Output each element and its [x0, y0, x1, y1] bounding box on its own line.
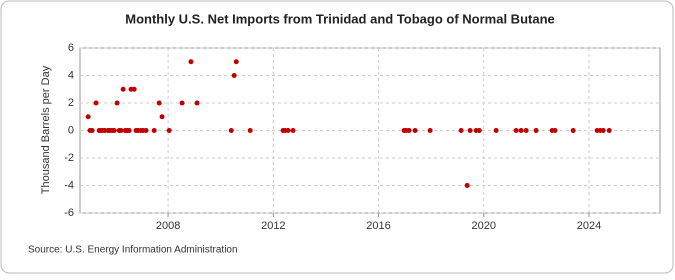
- x-tick-label: 2020: [472, 220, 496, 232]
- data-point: [606, 128, 612, 133]
- data-point: [570, 128, 576, 133]
- data-point: [85, 114, 91, 120]
- data-point: [513, 128, 519, 133]
- data-point: [467, 128, 473, 133]
- data-point: [552, 128, 558, 133]
- data-point: [406, 128, 412, 133]
- data-point: [118, 128, 124, 133]
- data-point: [166, 128, 172, 133]
- y-tick-label: 0: [68, 124, 74, 136]
- data-point: [89, 128, 95, 133]
- source-note: Source: U.S. Energy Information Administ…: [28, 245, 238, 256]
- chart-title: Monthly U.S. Net Imports from Trinidad a…: [125, 11, 555, 26]
- data-point: [126, 128, 132, 133]
- x-tick-label: 2016: [366, 220, 390, 232]
- data-point: [228, 128, 234, 133]
- data-point: [131, 86, 137, 92]
- data-point: [156, 100, 162, 106]
- y-tick-label: 6: [68, 42, 74, 54]
- data-point: [427, 128, 433, 133]
- data-point: [93, 100, 99, 106]
- data-point: [523, 128, 529, 133]
- y-tick-label: 2: [68, 97, 74, 109]
- data-point: [290, 128, 296, 133]
- data-point: [143, 128, 149, 133]
- data-point: [493, 128, 499, 133]
- data-point: [476, 128, 482, 133]
- y-tick-label: -4: [64, 179, 74, 191]
- data-point: [464, 183, 470, 188]
- data-point: [188, 59, 194, 65]
- data-point: [159, 114, 165, 120]
- data-point: [233, 59, 239, 65]
- data-point: [533, 128, 539, 133]
- x-tick-label: 2012: [261, 220, 285, 232]
- data-point: [458, 128, 464, 133]
- data-point: [412, 128, 418, 133]
- data-point: [120, 86, 126, 92]
- data-point: [151, 128, 157, 133]
- y-tick-label: -6: [64, 207, 74, 219]
- x-tick-label: 2008: [156, 220, 180, 232]
- data-point: [114, 100, 120, 106]
- data-point: [600, 128, 606, 133]
- data-point: [285, 128, 291, 133]
- data-point: [518, 128, 524, 133]
- data-point: [111, 128, 117, 133]
- y-tick-label: -2: [64, 152, 74, 164]
- data-point: [247, 128, 253, 133]
- data-point: [179, 100, 185, 106]
- x-tick-label: 2024: [577, 220, 601, 232]
- y-tick-label: 4: [68, 69, 74, 81]
- data-point: [231, 73, 237, 78]
- y-axis-label: Thousand Barrels per Day: [40, 65, 52, 194]
- data-point: [194, 100, 200, 106]
